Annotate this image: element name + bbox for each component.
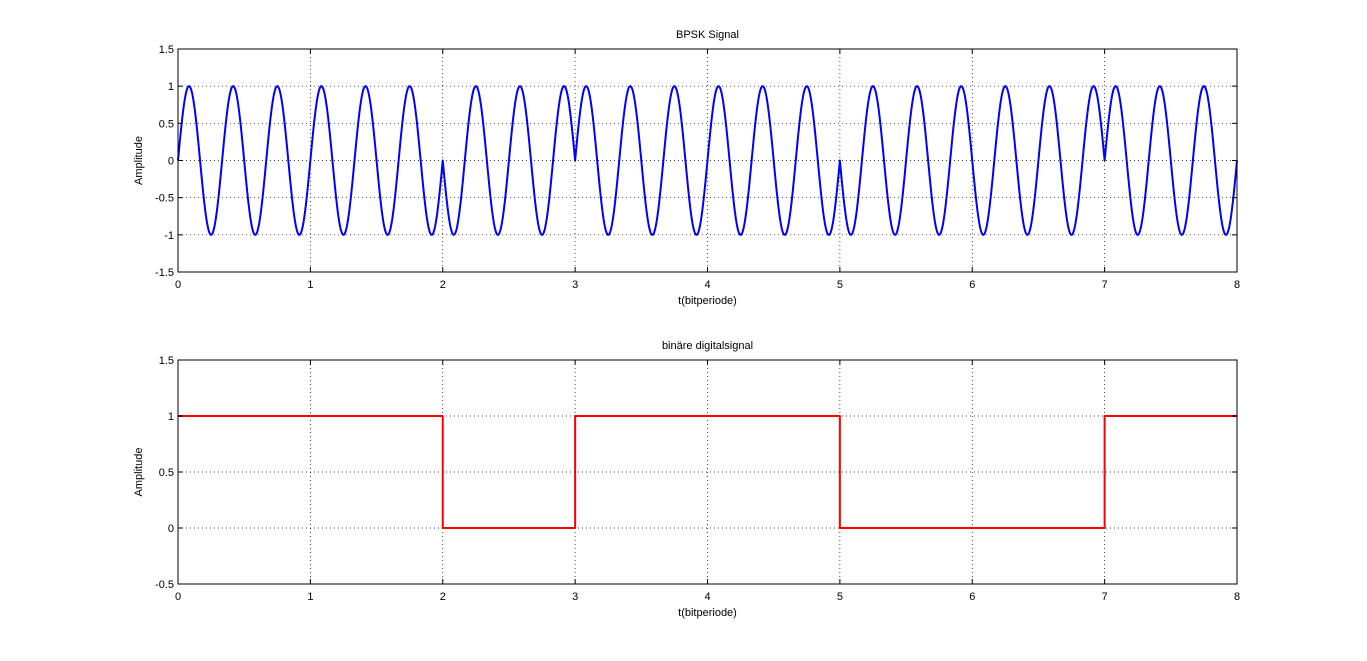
y-tick-label: -0.5 bbox=[155, 193, 174, 205]
x-tick-label: 4 bbox=[704, 279, 710, 291]
y-tick-label: -0.5 bbox=[155, 579, 174, 591]
x-tick-label: 3 bbox=[572, 591, 578, 603]
y-tick-label: 1.5 bbox=[159, 44, 174, 56]
y-axis-label: Amplitude bbox=[133, 136, 145, 185]
plot-1: 0 1 2 3 4 5 6 7 8 -1.5 -1 -0.5 0 0.5 1 1.5 BPSK Signal t(… bbox=[133, 29, 1240, 307]
x-tick-label: 2 bbox=[440, 279, 446, 291]
y-axis-label: Amplitude bbox=[133, 448, 145, 497]
x-tick-label: 1 bbox=[307, 279, 313, 291]
x-axis-label: t(bitperiode) bbox=[678, 607, 737, 619]
x-tick-label: 6 bbox=[969, 591, 975, 603]
x-tick-label: 4 bbox=[704, 591, 710, 603]
series-line bbox=[177, 85, 1238, 236]
y-tick-label: 1.5 bbox=[159, 355, 174, 367]
y-tick-label: -1 bbox=[164, 230, 174, 242]
x-tick-label: 3 bbox=[572, 279, 578, 291]
x-axis-label: t(bitperiode) bbox=[678, 295, 737, 307]
y-tick-label: -1.5 bbox=[155, 267, 174, 279]
x-tick-label: 7 bbox=[1102, 591, 1108, 603]
x-tick-label: 0 bbox=[175, 591, 181, 603]
chart-title: BPSK Signal bbox=[676, 29, 739, 41]
x-tick-label: 8 bbox=[1234, 279, 1240, 291]
x-tick-label: 1 bbox=[307, 591, 313, 603]
y-tick-label: 1 bbox=[168, 411, 174, 423]
x-tick-label: 0 bbox=[175, 279, 181, 291]
y-tick-label: 0 bbox=[168, 156, 174, 168]
x-tick-label: 7 bbox=[1102, 279, 1108, 291]
x-tick-label: 2 bbox=[440, 591, 446, 603]
y-tick-label: 0.5 bbox=[159, 118, 174, 130]
x-tick-label: 5 bbox=[837, 279, 843, 291]
x-tick-label: 8 bbox=[1234, 591, 1240, 603]
x-tick-label: 5 bbox=[837, 591, 843, 603]
y-tick-label: 0.5 bbox=[159, 467, 174, 479]
y-tick-label: 1 bbox=[168, 81, 174, 93]
chart-title: binäre digitalsignal bbox=[662, 340, 753, 352]
x-tick-label: 6 bbox=[969, 279, 975, 291]
series-line bbox=[178, 415, 1237, 529]
y-tick-label: 0 bbox=[168, 523, 174, 535]
